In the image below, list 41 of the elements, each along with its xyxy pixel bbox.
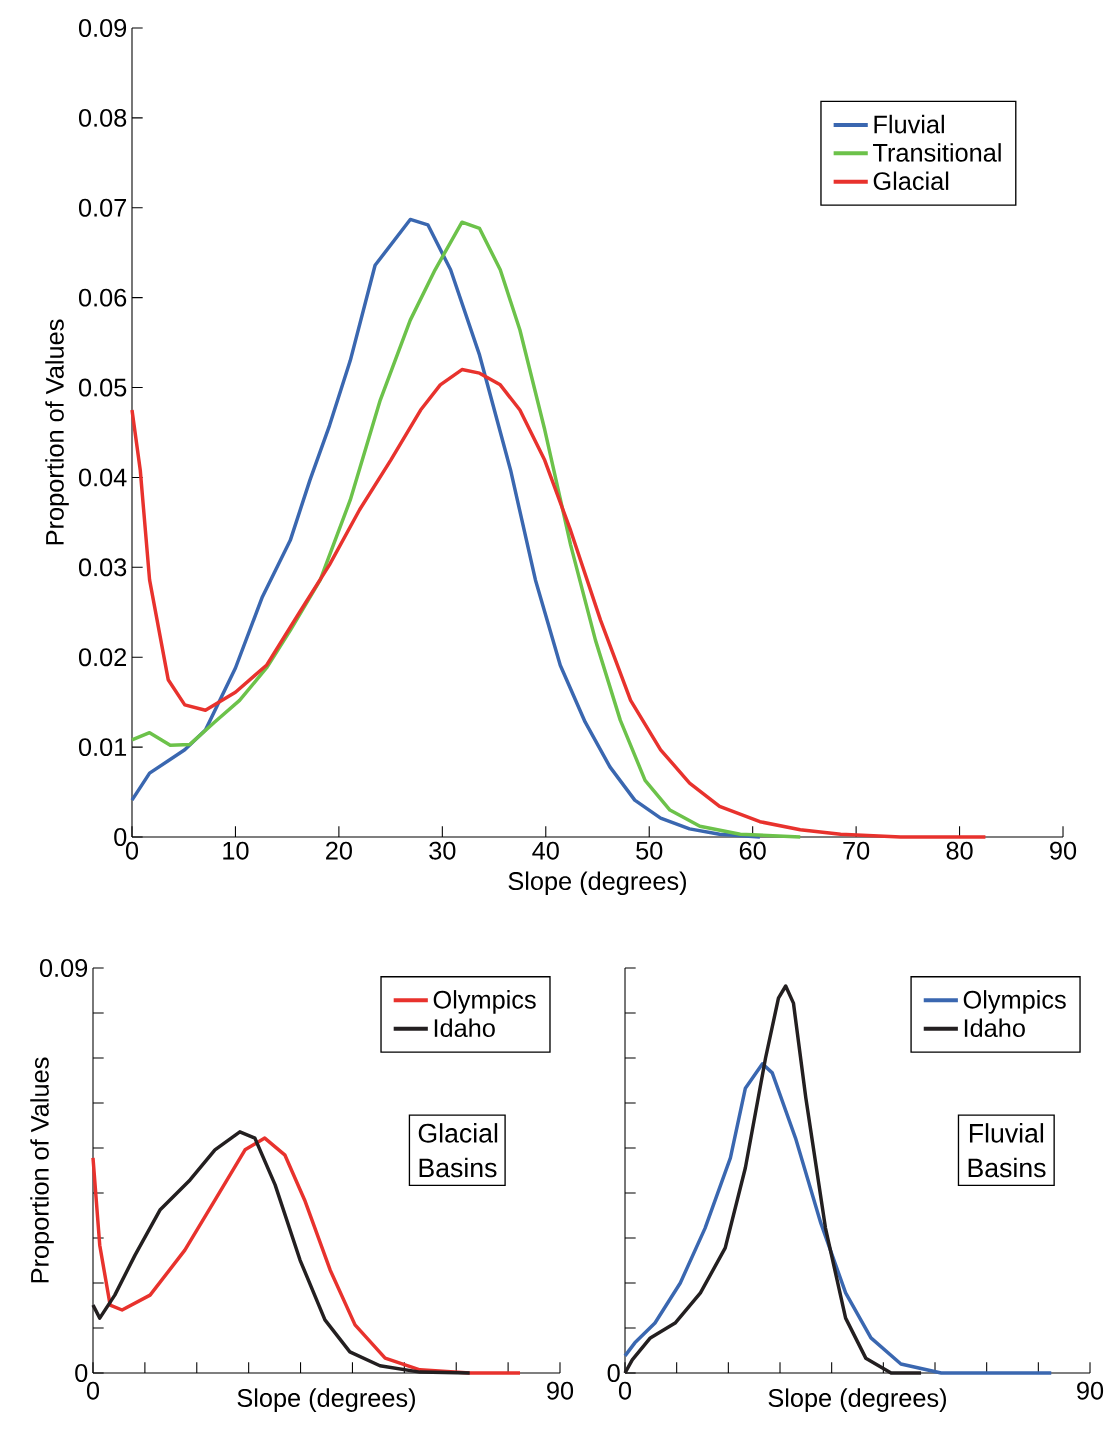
text: 0 xyxy=(607,1364,620,1382)
legend-label: Transitional xyxy=(873,143,1001,162)
x-tick-label: 0 xyxy=(618,1381,632,1400)
y-tick-label: 0.06 xyxy=(78,288,127,307)
x-tick-label: 20 xyxy=(326,841,352,860)
annotation: Fluvial Basins xyxy=(968,1123,1046,1178)
legend-label: Idaho xyxy=(434,1018,495,1038)
y-tick-label: 0.09 xyxy=(39,959,88,977)
y-tick-label: 0.04 xyxy=(78,468,127,487)
y-tick-label: 0 xyxy=(114,828,127,846)
x-axis-title: Slope (degrees) xyxy=(508,871,686,896)
x-axis-title: Slope (degrees) xyxy=(237,1388,415,1412)
y-tick-label: 0.03 xyxy=(78,558,127,577)
legend-label: Idaho xyxy=(964,1018,1025,1038)
x-tick-label: 90 xyxy=(1077,1381,1104,1400)
y-tick-label: 0.07 xyxy=(78,198,127,217)
annotation: Glacial Basins xyxy=(418,1123,498,1178)
x-tick-label: 30 xyxy=(429,841,456,860)
x-tick-label: 50 xyxy=(636,841,663,860)
x-tick-label: 70 xyxy=(843,841,870,860)
y-axis-title: Proportion of Values xyxy=(30,1057,54,1283)
x-tick-label: 90 xyxy=(547,1381,574,1400)
y-tick-label: 0.09 xyxy=(78,19,127,37)
x-tick-label: 0 xyxy=(125,841,139,860)
x-axis-title: Slope (degrees) xyxy=(768,1388,946,1412)
x-tick-label: 90 xyxy=(1050,841,1077,860)
y-tick-label: 0.02 xyxy=(78,648,127,667)
legend-label: Olympics xyxy=(433,990,536,1014)
y-tick-label: 0 xyxy=(75,1364,88,1382)
x-tick-label: 40 xyxy=(532,841,559,860)
legend-label: Fluvial xyxy=(874,114,944,134)
y-tick-label: 0.01 xyxy=(78,738,127,757)
legend-label: Glacial xyxy=(873,171,949,191)
line-series xyxy=(130,367,988,839)
legend-label: Olympics xyxy=(963,990,1066,1014)
y-axis-title: Proportion of Values xyxy=(45,319,69,545)
y-tick-label: 0.05 xyxy=(78,378,127,397)
x-tick-label: 80 xyxy=(946,841,973,860)
y-tick-label: 0.08 xyxy=(78,108,127,127)
x-tick-label: 60 xyxy=(739,841,766,860)
x-tick-label: 10 xyxy=(223,841,249,860)
